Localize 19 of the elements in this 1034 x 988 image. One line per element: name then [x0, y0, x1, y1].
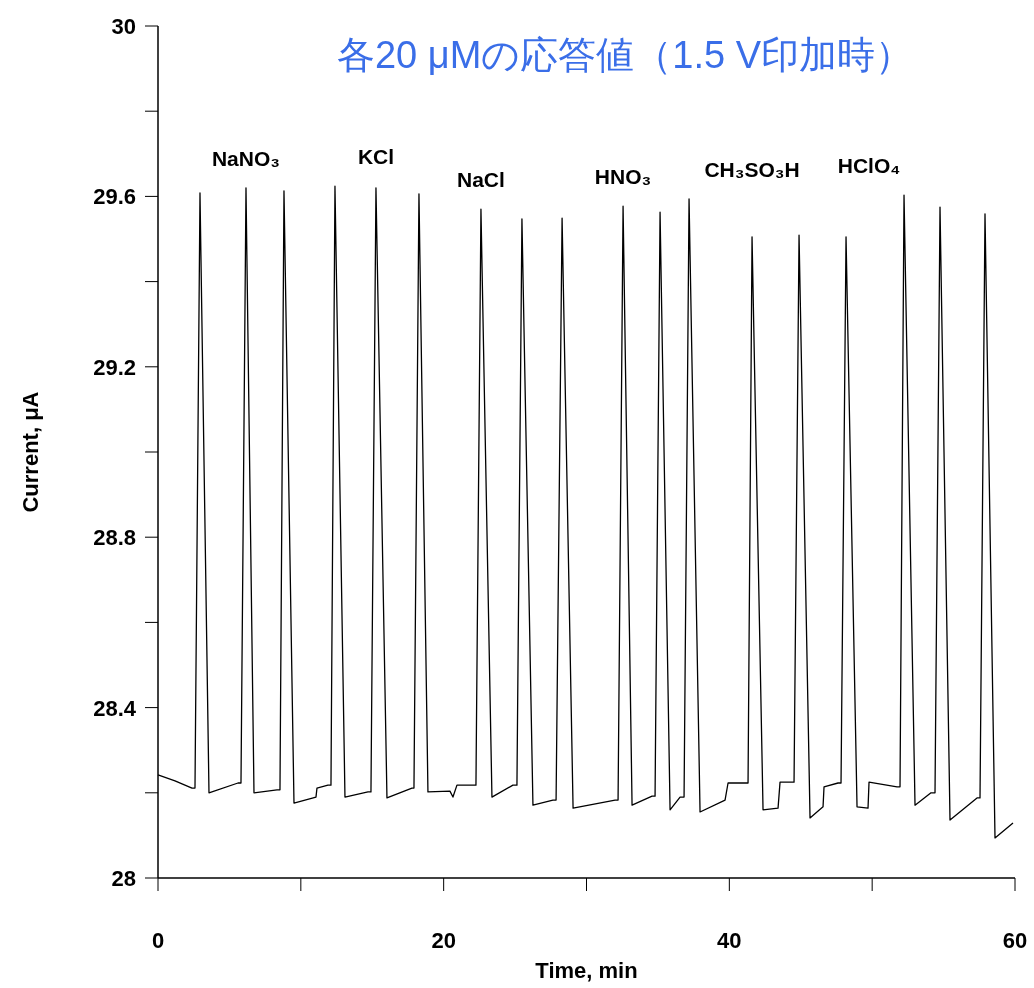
- annotation: CH₃SO₃H: [704, 157, 800, 181]
- x-tick-label: 40: [717, 928, 742, 953]
- annotation: HNO₃: [594, 165, 652, 189]
- chart-title: 各20 μMの応答値（1.5 V印加時）: [336, 34, 914, 76]
- annotation: HClO₄: [837, 154, 901, 178]
- y-tick-label: 28.8: [93, 525, 136, 551]
- x-tick-label: 20: [431, 928, 456, 953]
- x-tick-label: 60: [1002, 928, 1028, 953]
- y-tick-label: 29.2: [93, 354, 136, 380]
- x-axis-title: Time, min: [535, 958, 638, 983]
- annotation: NaCl: [457, 168, 505, 192]
- y-tick-label: 28.4: [93, 695, 137, 721]
- y-tick-label: 29.6: [93, 184, 136, 210]
- x-tick-label: 0: [151, 928, 165, 953]
- y-tick-label: 28: [111, 866, 136, 891]
- annotation: KCl: [357, 145, 395, 169]
- y-axis-title: Current, μA: [18, 391, 43, 513]
- y-tick-label: 30: [111, 14, 136, 39]
- annotation: NaNO₃: [211, 146, 281, 170]
